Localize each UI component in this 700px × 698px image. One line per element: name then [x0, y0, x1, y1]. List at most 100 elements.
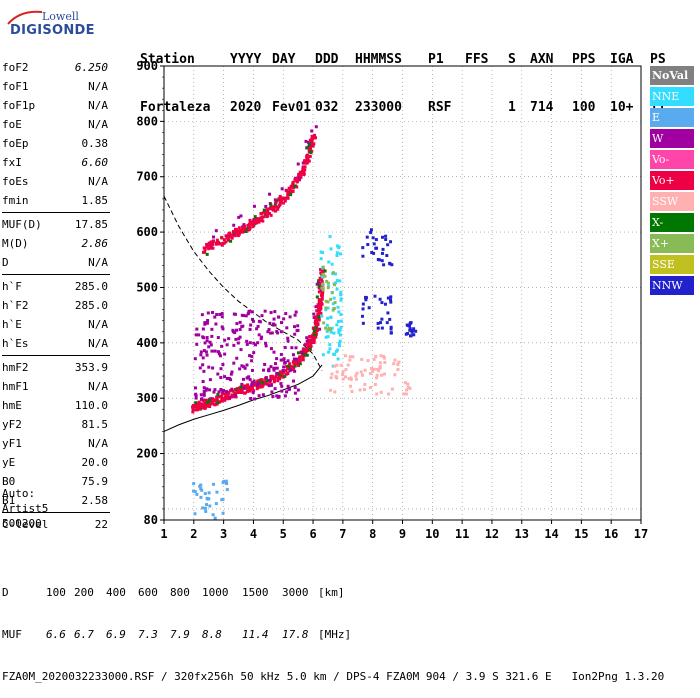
echo-pixel [366, 243, 370, 247]
echo-pixel [290, 366, 294, 370]
echo-pixel [330, 291, 334, 295]
echo-pixel [320, 280, 324, 284]
param-key: D [2, 256, 9, 269]
echo-pixel [360, 314, 364, 318]
echo-pixel [296, 328, 300, 332]
echo-pixel [194, 392, 198, 396]
echo-pixel [376, 367, 380, 371]
auto-program: Artist5 [2, 502, 49, 515]
echo-pixel [393, 373, 397, 377]
echo-pixel [317, 318, 321, 322]
param-row: foEs N/A [2, 172, 108, 191]
echo-pixel [358, 388, 362, 392]
echo-pixel [384, 234, 388, 238]
y-tick-label: 600 [136, 225, 158, 239]
echo-pixel [269, 383, 273, 387]
echo-pixel [260, 314, 264, 318]
echo-pixel [292, 325, 296, 329]
echo-pixel [286, 192, 290, 196]
header-label-8: AXN [530, 52, 554, 67]
echo-pixel [338, 252, 342, 256]
echo-pixel [239, 214, 243, 218]
echo-pixel [337, 328, 341, 332]
echo-pixel [326, 328, 330, 332]
param-key: hmE [2, 399, 22, 412]
y-tick-label: 800 [136, 114, 158, 128]
echo-pixel [219, 388, 223, 392]
model-curve-dashed [163, 195, 323, 371]
echo-pixel [229, 239, 233, 243]
echo-pixel [333, 301, 337, 305]
echo-pixel [270, 390, 274, 394]
echo-pixel [264, 211, 268, 215]
echo-pixel [236, 388, 240, 392]
echo-pixel [264, 212, 268, 216]
echo-pixel [248, 218, 252, 222]
echo-pixel [312, 316, 316, 320]
echo-pixel [261, 219, 265, 223]
echo-pixel [232, 343, 236, 347]
header-label-9: PPS [572, 52, 596, 67]
echo-pixel [235, 322, 239, 326]
echo-pixel [260, 217, 264, 221]
echo-pixel [374, 238, 378, 242]
echo-pixel [201, 335, 205, 339]
echo-pixel [280, 187, 284, 191]
echo-pixel [411, 328, 415, 332]
param-value: 6.250 [74, 61, 108, 74]
param-value: 75.9 [81, 475, 109, 488]
polarization-legend: NoVal NNE E W Vo- Vo+ SSW X- X+ SSE NNW [650, 66, 694, 297]
echo-pixel [225, 488, 229, 492]
echo-pixel [261, 393, 265, 397]
echo-pixel [259, 211, 263, 215]
echo-pixel [270, 374, 274, 378]
echo-pixel [301, 165, 305, 169]
header-labels-row: Station YYYY DAY DDD HHMMSS P1 FFS S AXN PPS IGA PS [140, 52, 666, 68]
echo-pixel [339, 293, 343, 297]
echo-pixel [382, 356, 386, 360]
echo-pixel [192, 404, 196, 408]
echo-pixel [257, 382, 261, 386]
echo-pixel [251, 222, 255, 226]
echo-pixel [208, 378, 212, 382]
echo-pixel [323, 269, 327, 273]
x-tick-label: 14 [544, 527, 558, 541]
echo-pixel [317, 310, 321, 314]
param-value: 285.0 [74, 299, 108, 312]
echo-pixel [272, 380, 276, 384]
echo-pixel [293, 391, 297, 395]
echo-pixel [321, 282, 325, 286]
echo-pixel [319, 267, 323, 271]
file-info-row: FZA0M_2020032233000.RSF / 320fx256h 50 k… [2, 670, 664, 684]
x-tick-label: 4 [250, 527, 257, 541]
echo-pixel [286, 339, 290, 343]
echo-pixel [371, 369, 375, 373]
echo-pixel [200, 488, 204, 492]
echo-pixel [370, 367, 374, 371]
echo-pixel [236, 230, 240, 234]
echo-pixel [248, 226, 252, 230]
param-row: foF1p N/A [2, 96, 108, 115]
echo-pixel [200, 313, 204, 317]
echo-pixel [208, 504, 212, 508]
echo-pixel [308, 347, 312, 351]
echo-pixel [257, 333, 261, 337]
echo-pixel [205, 339, 209, 343]
echo-pixel [335, 251, 339, 255]
echo-pixel [333, 283, 337, 287]
echo-pixel [380, 301, 384, 305]
echo-pixel [276, 379, 280, 383]
echo-pixel [199, 487, 203, 491]
echo-pixel [261, 211, 265, 215]
echo-pixel [278, 194, 282, 198]
echo-pixel [296, 362, 300, 366]
echo-pixel [328, 343, 332, 347]
echo-pixel [278, 372, 282, 376]
echo-pixel [344, 368, 348, 372]
echo-pixel [273, 209, 277, 213]
footer-info: D 100 200 400 600 800 1000 1500 3000 [km] MUF 6.6 6… [2, 558, 664, 698]
echo-pixel [216, 401, 220, 405]
echo-pixel [286, 372, 290, 376]
param-value: 2.86 [81, 237, 109, 250]
echo-pixel [252, 218, 256, 222]
